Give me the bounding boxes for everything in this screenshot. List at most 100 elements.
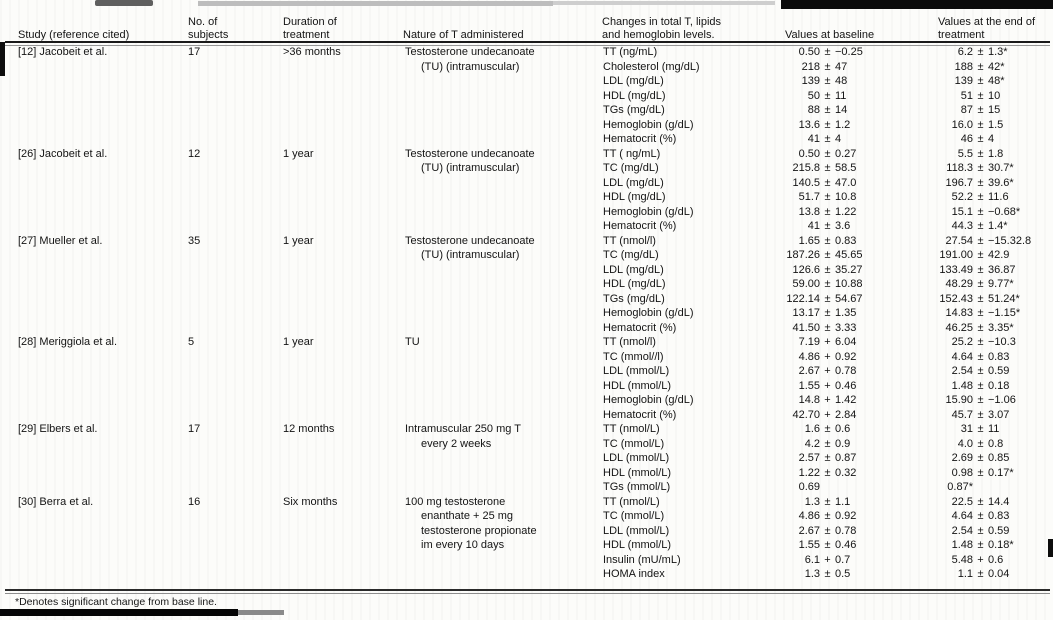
subjects-cell: 17 [188, 46, 201, 58]
plus-minus-sign: + [824, 394, 831, 406]
plus-minus-sign: ± [977, 524, 984, 537]
end-value-right: 0.6 [988, 553, 1004, 566]
end-value-left: 15.1 [951, 205, 973, 218]
nature-cell: 100 mg testosterone enanthate + 25 mg te… [405, 495, 537, 552]
end-value-left: 5.5 [957, 147, 973, 160]
measurement-label: Hemoglobin (g/dL) [603, 118, 694, 131]
measurement-label: TGs (mg/dL) [603, 104, 665, 116]
end-value-right: 39.6* [988, 176, 1014, 189]
plus-minus-sign: ± [824, 524, 831, 537]
plus-minus-sign: ± [824, 539, 831, 551]
column-header-duration: Duration of treatment [283, 16, 337, 41]
plus-minus-sign: ± [977, 423, 984, 435]
plus-minus-sign: ± [977, 249, 984, 261]
measurement-label: Hemoglobin (g/dL) [603, 205, 694, 218]
end-value-left: 22.5 [951, 495, 973, 508]
end-value-right: −1.15* [988, 307, 1021, 319]
end-value-left: 1.1 [957, 568, 973, 580]
table-row: [12] Jacobeit et al. 17 >36 months Testoste… [6, 45, 1046, 73]
end-value-left: 139 [954, 75, 973, 87]
baseline-value-left: 13.6 [798, 118, 820, 131]
nature-cell: Testosterone undecanoate (TU) (intramusc… [405, 234, 535, 262]
subjects-cell: 16 [188, 495, 201, 508]
measurement-label: LDL (mmol/L) [603, 365, 670, 377]
end-value-left: 48.29 [945, 278, 973, 290]
table-row: Hemoglobin (g/dL) 13.6 ±1.2 16.0 ±1.5 [6, 118, 1046, 133]
baseline-value-right: 45.65 [835, 249, 863, 261]
end-value-right: 0.83 [988, 510, 1010, 522]
plus-minus-sign: ± [977, 147, 984, 160]
end-value-left: 2.54 [951, 365, 973, 377]
table-row: TGs (mg/dL) 88 ±14 87 ±15 [6, 103, 1046, 118]
baseline-value-right: 0.6 [835, 423, 851, 435]
end-value-left: 15.90 [945, 394, 973, 406]
end-value-left: 1.48 [951, 379, 973, 392]
plus-minus-sign: ± [824, 118, 831, 131]
scan-smudge [553, 1, 775, 5]
baseline-value-right: 11 [835, 89, 847, 102]
measurement-label: HDL (mg/dL) [603, 191, 666, 203]
study-cell: [27] Mueller et al. [18, 234, 103, 247]
table-row: LDL (mg/dL) 139 ±48 139 ±48* [6, 74, 1046, 89]
measurement-label: Hemoglobin (g/dL) [603, 307, 694, 319]
baseline-value-right: 0.46 [835, 539, 857, 551]
baseline-value-right: 48 [835, 75, 848, 87]
baseline-value: 1.65 ±0.83 [785, 234, 938, 249]
end-value: 45.7 ±3.07 [938, 408, 1046, 423]
measurement-label: Hematocrit (%) [603, 408, 677, 421]
plus-minus-sign: + [977, 553, 984, 566]
baseline-value: 4.86 ±0.92 [785, 509, 938, 524]
duration-cell: Six months [283, 495, 338, 508]
end-value: 2.54 ±0.59 [938, 524, 1046, 539]
plus-minus-sign: ± [824, 162, 831, 174]
end-value-right: 0.59 [988, 365, 1010, 377]
baseline-value-right: 58.5 [835, 162, 857, 174]
end-value-left: 51 [960, 89, 973, 102]
plus-minus-sign: ± [977, 437, 984, 450]
measurement-label: TC (mmol/L) [603, 510, 665, 522]
baseline-value: 2.57 ±0.87 [785, 451, 938, 466]
baseline-value: 13.6 ±1.2 [785, 118, 938, 133]
end-value-left: 118.3 [946, 162, 973, 174]
plus-minus-sign: ± [824, 568, 831, 580]
end-value: 22.5 ±14.4 [938, 495, 1046, 510]
end-value-right: 4 [988, 133, 995, 145]
baseline-value: 0.50 ±0.27 [785, 147, 938, 162]
end-value-right: 0.18 [988, 379, 1010, 392]
plus-minus-sign: ± [824, 205, 831, 218]
plus-minus-sign: ± [977, 263, 984, 276]
end-value-left: 4.64 [951, 510, 973, 522]
end-value-right: 30.7* [988, 162, 1014, 174]
baseline-value-right: 0.92 [835, 350, 857, 363]
duration-cell: 12 months [283, 423, 335, 435]
baseline-value-left: 0.50 [798, 46, 820, 58]
plus-minus-sign: ± [977, 162, 984, 174]
study-cell: [26] Jacobeit et al. [18, 147, 108, 160]
end-value: 6.2 ±1.3* [938, 45, 1046, 60]
column-header-changes: Changes in total T, lipids and hemoglobi… [602, 16, 722, 41]
baseline-value: 0.50 ± −0.25 [785, 45, 938, 60]
baseline-value: 1.6 ±0.6 [785, 422, 938, 437]
end-value-right: 1.5 [988, 118, 1004, 131]
end-value-right: 51.24* [988, 292, 1020, 305]
baseline-value-right: 0.78 [835, 365, 857, 377]
end-value-left: 4.0 [957, 437, 973, 450]
measurement-label: Hematocrit (%) [603, 133, 677, 145]
plus-minus-sign: ± [824, 452, 831, 464]
measurement-label: TC (mg/dL) [603, 162, 659, 174]
end-value-right: 36.87 [988, 263, 1016, 276]
plus-minus-sign: ± [977, 452, 984, 464]
table-row: Hematocrit (%) 41.50 ±3.33 46.25 ±3.35* [6, 321, 1046, 336]
end-value: 133.49 ±36.87 [938, 263, 1046, 278]
plus-minus-sign: ± [824, 133, 831, 145]
end-value: 15.1 ± −0.68* [938, 205, 1046, 220]
baseline-value-right: 6.04 [835, 336, 857, 348]
baseline-value: 1.55 +0.46 [785, 379, 938, 394]
baseline-value-right: 0.5 [835, 568, 851, 580]
subjects-cell: 12 [188, 147, 201, 160]
baseline-value-left: 1.3 [804, 495, 820, 508]
end-value-left: 44.3 [951, 220, 973, 232]
baseline-value-right: 0.83 [835, 234, 857, 247]
plus-minus-sign: ± [977, 307, 984, 319]
table-row: [26] Jacobeit et al. 12 1 year Testosterone… [6, 147, 1046, 175]
